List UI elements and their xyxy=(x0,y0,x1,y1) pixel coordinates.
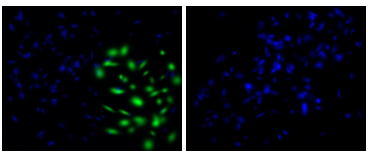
Text: a: a xyxy=(7,10,15,24)
Text: b: b xyxy=(191,10,200,24)
